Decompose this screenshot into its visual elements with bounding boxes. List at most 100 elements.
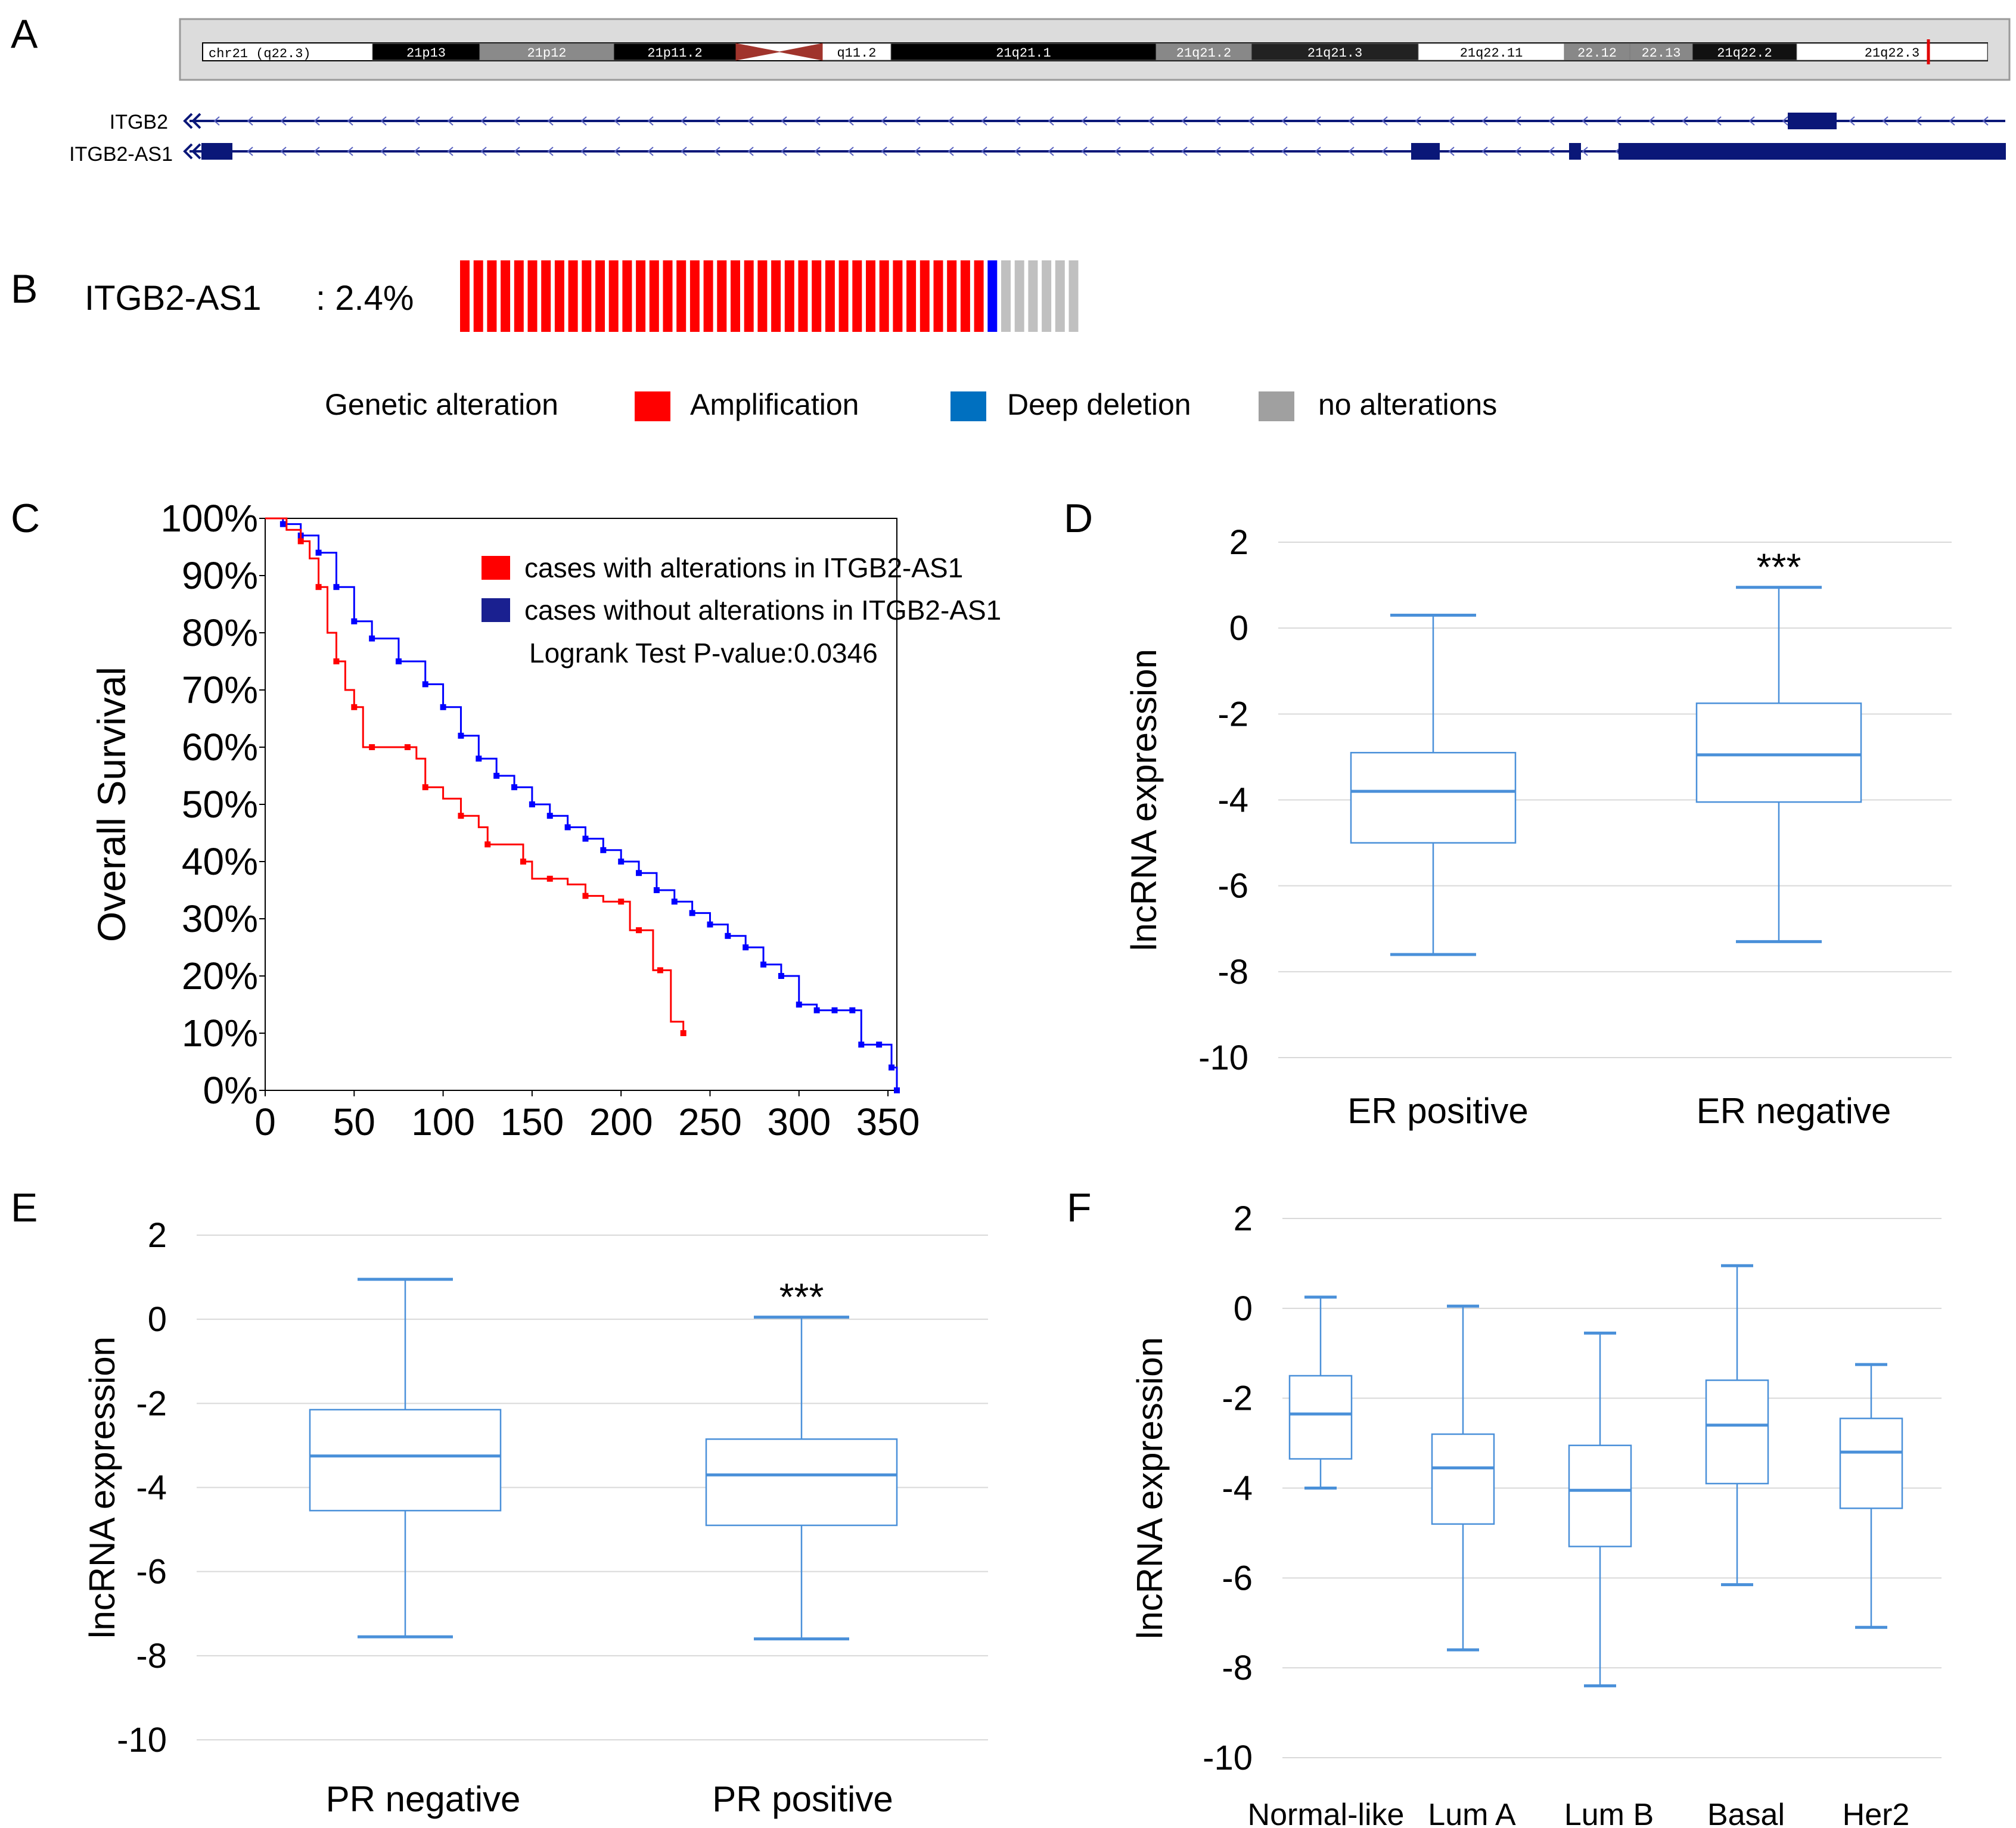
x-tick-label: 50 bbox=[333, 1100, 375, 1143]
iqr-box bbox=[1288, 1375, 1353, 1460]
censor-mark bbox=[778, 973, 784, 979]
strand-arrow bbox=[313, 147, 320, 156]
y-tick-label: 100% bbox=[160, 497, 258, 540]
gene-model-itgb2 bbox=[183, 113, 2005, 129]
censor-mark bbox=[458, 732, 464, 739]
sample-amplification bbox=[636, 260, 646, 332]
strand-arrow bbox=[1448, 116, 1455, 126]
strand-arrow bbox=[1915, 116, 1922, 126]
strand-arrow bbox=[948, 147, 954, 156]
strand-arrow bbox=[1515, 116, 1521, 126]
iqr-box bbox=[1695, 702, 1862, 803]
y-tick-label: 20% bbox=[182, 955, 258, 997]
sample-amplification bbox=[689, 260, 700, 332]
strand-arrow bbox=[480, 116, 487, 126]
strand-arrow bbox=[814, 116, 821, 126]
logrank-annotation: Logrank Test P-value:0.0346 bbox=[529, 638, 878, 669]
sample-amplification bbox=[893, 260, 903, 332]
exon bbox=[1569, 143, 1581, 160]
sample-amplification bbox=[757, 260, 768, 332]
strand-arrow bbox=[1882, 116, 1888, 126]
strand-arrow bbox=[447, 116, 453, 126]
sample-no-alteration bbox=[1014, 260, 1024, 332]
censor-mark bbox=[484, 841, 491, 848]
significance-marker: *** bbox=[1757, 546, 1801, 589]
legend-title: Genetic alteration bbox=[325, 388, 558, 421]
box-er-negative bbox=[1695, 586, 1862, 943]
sample-amplification bbox=[460, 260, 470, 332]
box-er-positive bbox=[1350, 614, 1517, 956]
strand-arrow bbox=[1515, 147, 1521, 156]
y-tick-label: 70% bbox=[182, 669, 258, 711]
strand-arrow bbox=[1615, 116, 1622, 126]
sample-amplification bbox=[527, 260, 538, 332]
y-tick-label: -6 bbox=[136, 1553, 167, 1591]
censor-mark bbox=[680, 1030, 687, 1036]
x-tick-label: 0 bbox=[254, 1100, 276, 1143]
strand-arrow bbox=[614, 147, 620, 156]
censor-mark bbox=[858, 1042, 865, 1048]
y-tick-label: -4 bbox=[136, 1469, 167, 1507]
y-tick-label: 0% bbox=[203, 1069, 259, 1112]
censor-mark bbox=[707, 921, 713, 928]
band-21q21.3 bbox=[1251, 43, 1419, 61]
band-21q22.2 bbox=[1692, 43, 1797, 61]
category-label: Normal-like bbox=[1248, 1798, 1405, 1828]
strand-arrow bbox=[580, 147, 587, 156]
gene-label-itgb2-as1: ITGB2-AS1 bbox=[69, 143, 173, 166]
y-tick-label: 0 bbox=[1234, 1289, 1253, 1328]
strand-arrow bbox=[1114, 116, 1121, 126]
y-tick-label: -2 bbox=[136, 1384, 167, 1423]
censor-mark bbox=[831, 1007, 838, 1014]
x-tick-label: 300 bbox=[767, 1100, 831, 1143]
y-tick-label: -10 bbox=[1198, 1039, 1248, 1077]
alteration-frequency: : 2.4% bbox=[316, 279, 414, 318]
strand-arrow bbox=[1548, 147, 1555, 156]
band-label: 21q21.2 bbox=[1176, 46, 1231, 61]
censor-mark bbox=[369, 744, 375, 750]
strand-arrow bbox=[1248, 147, 1254, 156]
strand-arrow bbox=[714, 147, 720, 156]
sample-no-alteration bbox=[1055, 260, 1065, 332]
strand-arrow bbox=[280, 147, 287, 156]
sample-amplification bbox=[825, 260, 835, 332]
y-tick-label: 2 bbox=[1229, 523, 1248, 562]
survival-curve-altered bbox=[265, 517, 685, 1033]
strand-arrow bbox=[981, 147, 987, 156]
legend-deep-deletion: Deep deletion bbox=[1007, 388, 1191, 421]
strand-arrow bbox=[1782, 116, 1788, 126]
sample-amplification bbox=[608, 260, 619, 332]
strand-arrow bbox=[1214, 116, 1221, 126]
strand-arrow bbox=[1281, 147, 1288, 156]
strand-arrow bbox=[681, 116, 687, 126]
ideogram-bands: 21p13 21p12 21p11.2 q11.2 21q21.1 21q21.2 21q2… bbox=[372, 43, 1988, 61]
panel-letter-d: D bbox=[1064, 496, 1093, 541]
sample-amplification bbox=[663, 260, 673, 332]
strand-arrow bbox=[948, 116, 954, 126]
y-tick-label: -2 bbox=[1217, 695, 1248, 733]
y-axis-label: lncRNA expression bbox=[82, 1336, 122, 1639]
strand-arrow bbox=[881, 116, 887, 126]
censor-mark bbox=[564, 824, 571, 831]
censor-mark bbox=[520, 859, 526, 865]
iqr-box bbox=[1568, 1444, 1632, 1547]
strand-arrow bbox=[847, 147, 854, 156]
survival-chart: 0% 10% 20% 30% 40% 50% 60% 70% 80% 90% 100% 0 50 100 1… bbox=[89, 497, 1001, 1143]
category-label: PR positive bbox=[712, 1779, 893, 1819]
strand-arrow bbox=[347, 147, 353, 156]
censor-mark bbox=[657, 967, 663, 974]
strand-arrow bbox=[1181, 116, 1188, 126]
sample-no-alteration bbox=[1068, 260, 1079, 332]
band-label: 21q21.3 bbox=[1307, 46, 1362, 61]
y-tick-label: 60% bbox=[182, 726, 258, 769]
strand-arrow bbox=[1048, 116, 1054, 126]
start-arrow bbox=[183, 113, 201, 129]
oncoprint-track bbox=[460, 260, 1079, 332]
survival-curve-unaltered bbox=[265, 517, 898, 1090]
strand-arrow bbox=[814, 147, 821, 156]
strand-arrow bbox=[480, 147, 487, 156]
band-label: 22.12 bbox=[1577, 46, 1617, 61]
sample-amplification bbox=[838, 260, 849, 332]
band-21p13 bbox=[372, 43, 480, 61]
censor-mark bbox=[279, 521, 286, 527]
